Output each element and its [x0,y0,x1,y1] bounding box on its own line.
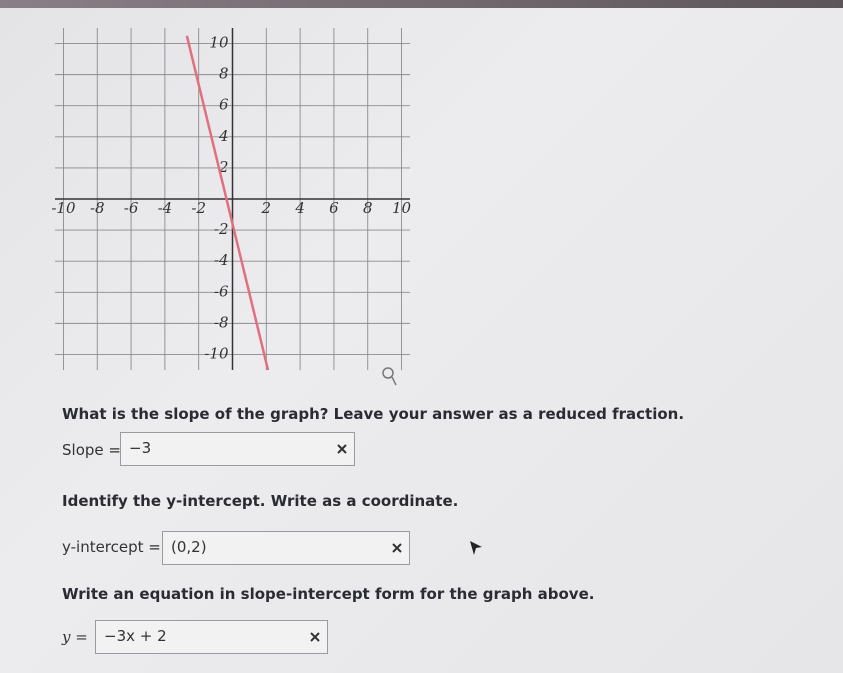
x-tick-label: -4 [158,199,173,217]
answer-text: (0,2) [171,538,207,556]
clear-icon[interactable] [391,542,403,554]
x-tick-label: -6 [124,199,139,217]
x-tick-label: 2 [261,199,272,217]
x-tick-label: 8 [363,199,373,217]
y-tick-label: 2 [218,158,229,176]
x-tick-label: 6 [329,199,339,217]
answer-text: −3 [129,439,152,457]
zoom-icon [382,367,397,386]
clear-icon[interactable] [336,443,348,455]
answer-box[interactable]: −3x + 2 [95,620,328,654]
graph-line [185,35,270,371]
y-tick-label: 6 [219,96,229,114]
x-tick-label: 10 [392,199,412,217]
question-prompt: Identify the y-intercept. Write as a coo… [62,492,459,510]
field-label: Slope = [62,441,121,459]
y-tick-label: -6 [214,282,229,300]
question-prompt: Write an equation in slope-intercept for… [62,585,595,603]
graph: -10 -8 -6 -4 -2 2 4 6 8 10 -10 -8 -6 -4 -2 2 4 6 8 10 [51,28,412,386]
y-tick-label: -10 [204,344,229,362]
y-tick-label: 4 [218,127,229,145]
field-label: y-intercept = [62,538,161,556]
x-tick-label: 4 [294,199,305,217]
x-tick-label: -10 [51,199,76,217]
top-bar [0,0,843,8]
y-tick-label: 8 [219,65,229,83]
y-tick-label: 10 [209,34,229,52]
y-tick-label: -4 [214,251,229,269]
answer-box[interactable]: −3 [120,432,355,466]
y-tick-label: -2 [214,220,229,238]
question-prompt: What is the slope of the graph? Leave yo… [62,405,685,423]
field-label: y = [62,628,88,646]
answer-text: −3x + 2 [104,627,167,645]
cursor [470,541,482,555]
x-tick-label: -8 [90,199,105,217]
x-tick-label: -2 [191,199,206,217]
y-tick-label: -8 [214,313,229,331]
clear-icon[interactable] [309,631,321,643]
answer-box[interactable]: (0,2) [162,531,410,565]
